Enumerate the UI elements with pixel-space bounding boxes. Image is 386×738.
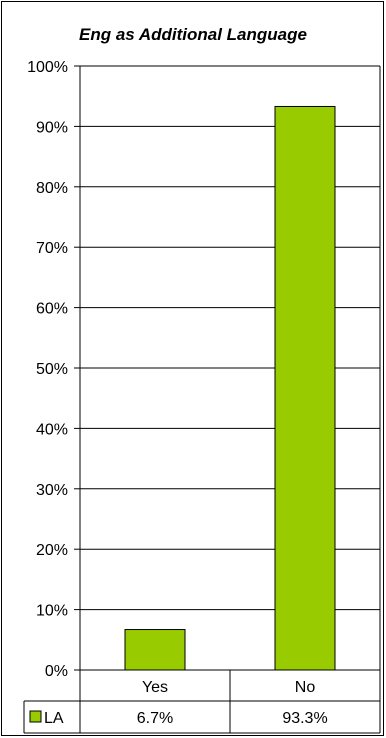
bar xyxy=(124,629,186,671)
category-label: Yes xyxy=(142,679,168,696)
legend-swatch xyxy=(29,710,42,723)
data-label: 6.7% xyxy=(137,710,173,727)
y-tick-label: 50% xyxy=(36,361,68,378)
y-tick-label: 30% xyxy=(36,482,68,499)
bars xyxy=(124,105,336,671)
y-tick-label: 40% xyxy=(36,421,68,438)
y-tick-label: 90% xyxy=(36,119,68,136)
y-tick-label: 20% xyxy=(36,542,68,559)
y-tick-label: 80% xyxy=(36,180,68,197)
y-tick-label: 10% xyxy=(36,603,68,620)
legend-label: LA xyxy=(44,710,64,727)
y-tick-label: 60% xyxy=(36,301,68,318)
y-tick-label: 70% xyxy=(36,240,68,257)
bar xyxy=(274,105,336,671)
chart-title: Eng as Additional Language xyxy=(79,25,307,44)
y-axis-tick-labels: 0% 10% 20% 30% 40% 50% 60% 70% 80% 90% 100% xyxy=(27,59,68,680)
y-tick-label: 0% xyxy=(45,663,68,680)
y-tick-label: 100% xyxy=(27,59,68,76)
category-label: No xyxy=(295,679,316,696)
data-label: 93.3% xyxy=(282,710,327,727)
data-table: Yes 6.7% No 93.3% LA xyxy=(23,66,381,734)
